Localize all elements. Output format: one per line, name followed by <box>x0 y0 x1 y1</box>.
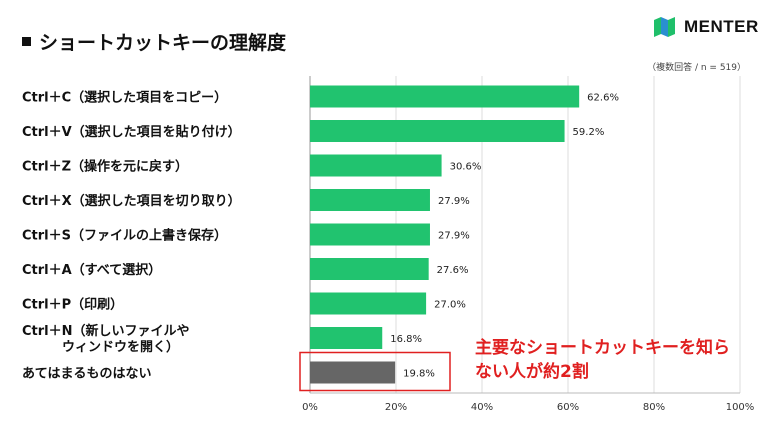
logo-text: MENTER <box>684 17 759 36</box>
x-tick-label: 0% <box>302 402 318 413</box>
bar <box>310 258 429 280</box>
category-label: Ctrl＋A（すべて選択） <box>22 262 161 278</box>
bar <box>310 85 580 108</box>
bar <box>310 327 383 349</box>
category-label: Ctrl＋S（ファイルの上書き保存） <box>22 228 227 244</box>
callout-text: 主要なショートカットキーを知ら ない人が約2割 <box>475 336 730 384</box>
category-label: Ctrl＋X（選択した項目を切り取り） <box>22 193 241 209</box>
bar <box>310 154 442 177</box>
data-label: 62.6% <box>587 93 619 104</box>
data-label: 27.0% <box>434 300 466 311</box>
bar <box>310 189 430 211</box>
x-tick-label: 40% <box>471 402 493 413</box>
menter-logo-icon <box>654 17 675 37</box>
data-label: 30.6% <box>450 162 482 173</box>
x-tick-label: 100% <box>726 402 755 413</box>
bar <box>310 223 430 246</box>
title-square-icon <box>22 37 31 46</box>
title-text: ショートカットキーの理解度 <box>39 32 287 54</box>
x-tick-label: 80% <box>643 402 665 413</box>
sample-note: （複数回答 / n = 519） <box>647 63 746 73</box>
callout-line: 主要なショートカットキーを知ら <box>475 338 730 358</box>
category-label: Ctrl＋V（選択した項目を貼り付け） <box>22 124 241 140</box>
x-tick-label: 60% <box>557 402 579 413</box>
category-label: ウィンドウを開く） <box>62 339 179 355</box>
x-tick-label: 20% <box>385 402 407 413</box>
bar <box>310 361 396 384</box>
bar <box>310 120 565 142</box>
logo: MENTER <box>652 14 759 40</box>
callout-line: ない人が約2割 <box>475 362 589 382</box>
highlight-box <box>299 351 451 392</box>
page-title: ショートカットキーの理解度 <box>22 28 286 55</box>
data-label: 27.9% <box>438 196 470 207</box>
category-label: Ctrl＋Z（操作を元に戻す） <box>22 159 188 175</box>
data-label: 19.8% <box>403 369 435 380</box>
data-label: 16.8% <box>390 334 422 345</box>
bar <box>310 292 427 315</box>
data-label: 59.2% <box>573 127 605 138</box>
category-label: Ctrl＋P（印刷） <box>22 297 123 313</box>
category-label: Ctrl＋C（選択した項目をコピー） <box>22 90 227 106</box>
data-label: 27.9% <box>438 231 470 242</box>
data-label: 27.6% <box>437 265 469 276</box>
category-label: あてはまるものはない <box>22 367 151 382</box>
category-label: Ctrl＋N（新しいファイルや <box>22 323 190 339</box>
